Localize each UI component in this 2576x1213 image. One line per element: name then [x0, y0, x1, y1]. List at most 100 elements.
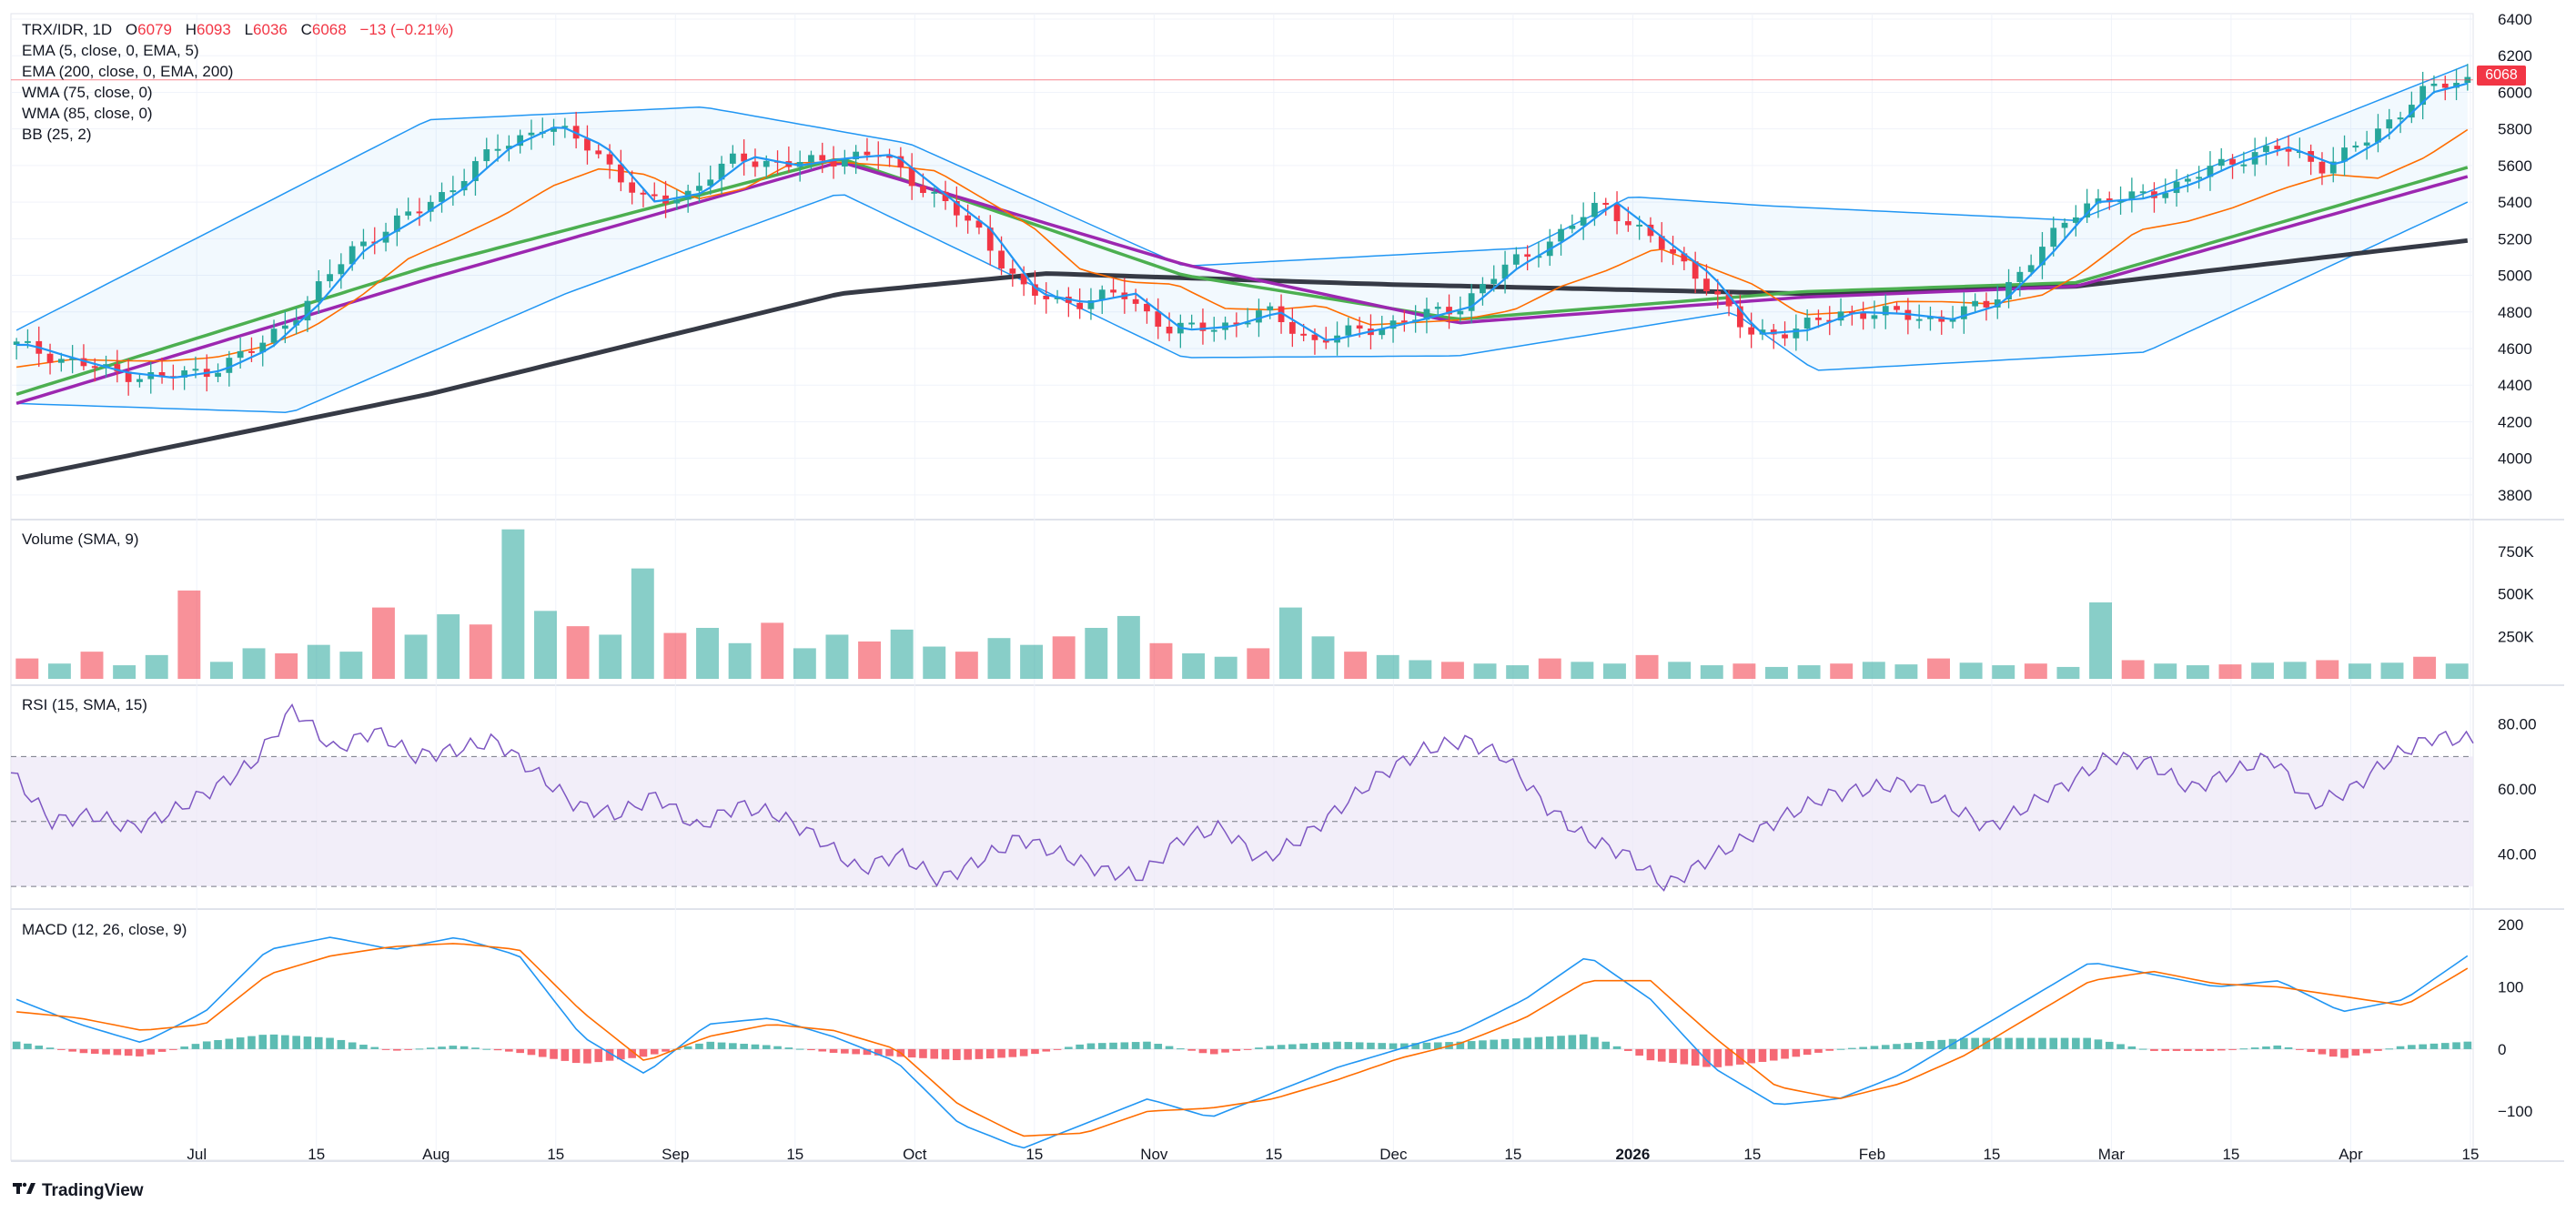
volume-bar: [15, 658, 39, 679]
candle-body: [248, 350, 255, 353]
candle-body: [2240, 164, 2248, 167]
candle-body: [1782, 334, 1788, 339]
candle-body: [2184, 178, 2191, 182]
legend-bb[interactable]: BB (25, 2): [22, 126, 92, 143]
candle-body: [1322, 339, 1329, 343]
macd-histogram-bar: [202, 1041, 211, 1049]
macd-histogram-bar: [1411, 1043, 1419, 1049]
candle-body: [1983, 300, 1990, 308]
candle-body: [953, 200, 960, 216]
volume-bar: [469, 624, 492, 679]
macd-histogram-bar: [68, 1048, 76, 1052]
volume-bar: [209, 662, 233, 679]
volume-bar: [2121, 660, 2145, 679]
macd-histogram-bar: [1982, 1037, 1991, 1049]
y-tick-label: 3800: [2498, 487, 2532, 504]
x-tick-label: 15: [1504, 1146, 1521, 1163]
candle-body: [1949, 318, 1956, 322]
macd-histogram-bar: [191, 1044, 200, 1049]
legend-wma75[interactable]: WMA (75, close, 0): [22, 84, 153, 101]
candle-body: [416, 211, 423, 214]
candle-body: [1389, 320, 1397, 329]
macd-histogram-bar: [2273, 1045, 2282, 1049]
y-tick-label: 5600: [2498, 157, 2532, 175]
candle-body: [1311, 334, 1318, 340]
candle-body: [1580, 217, 1587, 226]
ohlc-line: TRX/IDR, 1D O6079 H6093 L6036 C6068 −13 …: [22, 19, 453, 40]
volume-bar: [47, 663, 71, 679]
volume-bar: [145, 654, 168, 679]
macd-histogram-bar: [1467, 1041, 1476, 1049]
candle-body: [651, 194, 658, 197]
volume-bar: [371, 607, 395, 679]
macd-histogram-bar: [1131, 1042, 1140, 1049]
candle-body: [293, 320, 300, 326]
macd-histogram-bar: [1859, 1046, 1867, 1049]
symbol-label[interactable]: TRX/IDR, 1D: [22, 21, 113, 38]
candle-body: [349, 246, 356, 265]
legend-ema5[interactable]: EMA (5, close, 0, EMA, 5): [22, 42, 199, 59]
macd-histogram-bar: [527, 1048, 536, 1056]
candle-body: [1278, 306, 1285, 323]
macd-histogram-bar: [1310, 1043, 1319, 1049]
macd-histogram-bar: [1691, 1048, 1700, 1066]
macd-histogram-bar: [1635, 1048, 1643, 1056]
candle-body: [729, 153, 736, 164]
macd-histogram-bar: [964, 1048, 972, 1060]
legend-rsi[interactable]: RSI (15, SMA, 15): [22, 696, 147, 713]
macd-histogram-bar: [538, 1048, 547, 1057]
macd-histogram-bar: [1042, 1048, 1051, 1052]
candle-body: [1714, 291, 1722, 295]
candle-body: [494, 148, 501, 151]
x-tick-label: 15: [1983, 1146, 2000, 1163]
legend-volume[interactable]: Volume (SMA, 9): [22, 531, 139, 548]
volume-bar: [2089, 602, 2113, 679]
candle-body: [2408, 105, 2415, 118]
macd-histogram-bar: [1321, 1042, 1330, 1049]
macd-histogram-bar: [281, 1035, 289, 1049]
macd-histogram-bar: [348, 1042, 357, 1049]
candle-body: [1512, 254, 1520, 265]
legend-macd[interactable]: MACD (12, 26, close, 9): [22, 921, 187, 938]
macd-histogram-bar: [706, 1041, 715, 1049]
macd-histogram-bar: [2150, 1048, 2158, 1051]
tradingview-logo[interactable]: TradingView: [13, 1181, 144, 1201]
x-tick-label: Apr: [2339, 1146, 2363, 1163]
candle-body: [1379, 329, 1386, 336]
candle-body: [2016, 271, 2024, 282]
candle-body: [2430, 83, 2438, 86]
macd-histogram-bar: [2329, 1048, 2338, 1057]
candle-body: [1692, 261, 1699, 279]
candle-body: [528, 132, 535, 136]
macd-histogram-bar: [1512, 1038, 1520, 1049]
legend-wma85[interactable]: WMA (85, close, 0): [22, 105, 153, 122]
candle-body: [1882, 306, 1889, 316]
volume-bar: [1182, 653, 1206, 679]
macd-histogram-bar: [393, 1048, 401, 1051]
volume-bar: [2283, 662, 2307, 679]
macd-histogram-bar: [807, 1048, 815, 1051]
macd-histogram-bar: [550, 1048, 558, 1059]
candle-body: [2263, 146, 2269, 153]
macd-histogram-bar: [113, 1048, 122, 1056]
macd-histogram-bar: [975, 1048, 984, 1059]
volume-bar: [1344, 652, 1368, 679]
candle-body: [57, 359, 65, 363]
macd-histogram-bar: [1053, 1048, 1062, 1050]
candle-body: [1815, 318, 1822, 320]
macd-histogram-bar: [1870, 1046, 1879, 1049]
candle-body: [1535, 256, 1542, 258]
macd-histogram-bar: [169, 1048, 177, 1050]
candle-body: [360, 241, 367, 247]
macd-histogram-bar: [818, 1048, 827, 1052]
candle-body: [1994, 299, 2001, 308]
candle-body: [1087, 300, 1095, 309]
legend-ema200[interactable]: EMA (200, close, 0, EMA, 200): [22, 63, 234, 80]
candle-body: [2285, 148, 2292, 152]
macd-histogram-bar: [12, 1041, 21, 1049]
macd-histogram-bar: [662, 1048, 670, 1052]
low-value: 6036: [253, 21, 288, 38]
macd-histogram-bar: [2015, 1037, 2025, 1049]
candle-body: [2453, 83, 2460, 88]
volume-y-tick: 250K: [2498, 628, 2534, 645]
